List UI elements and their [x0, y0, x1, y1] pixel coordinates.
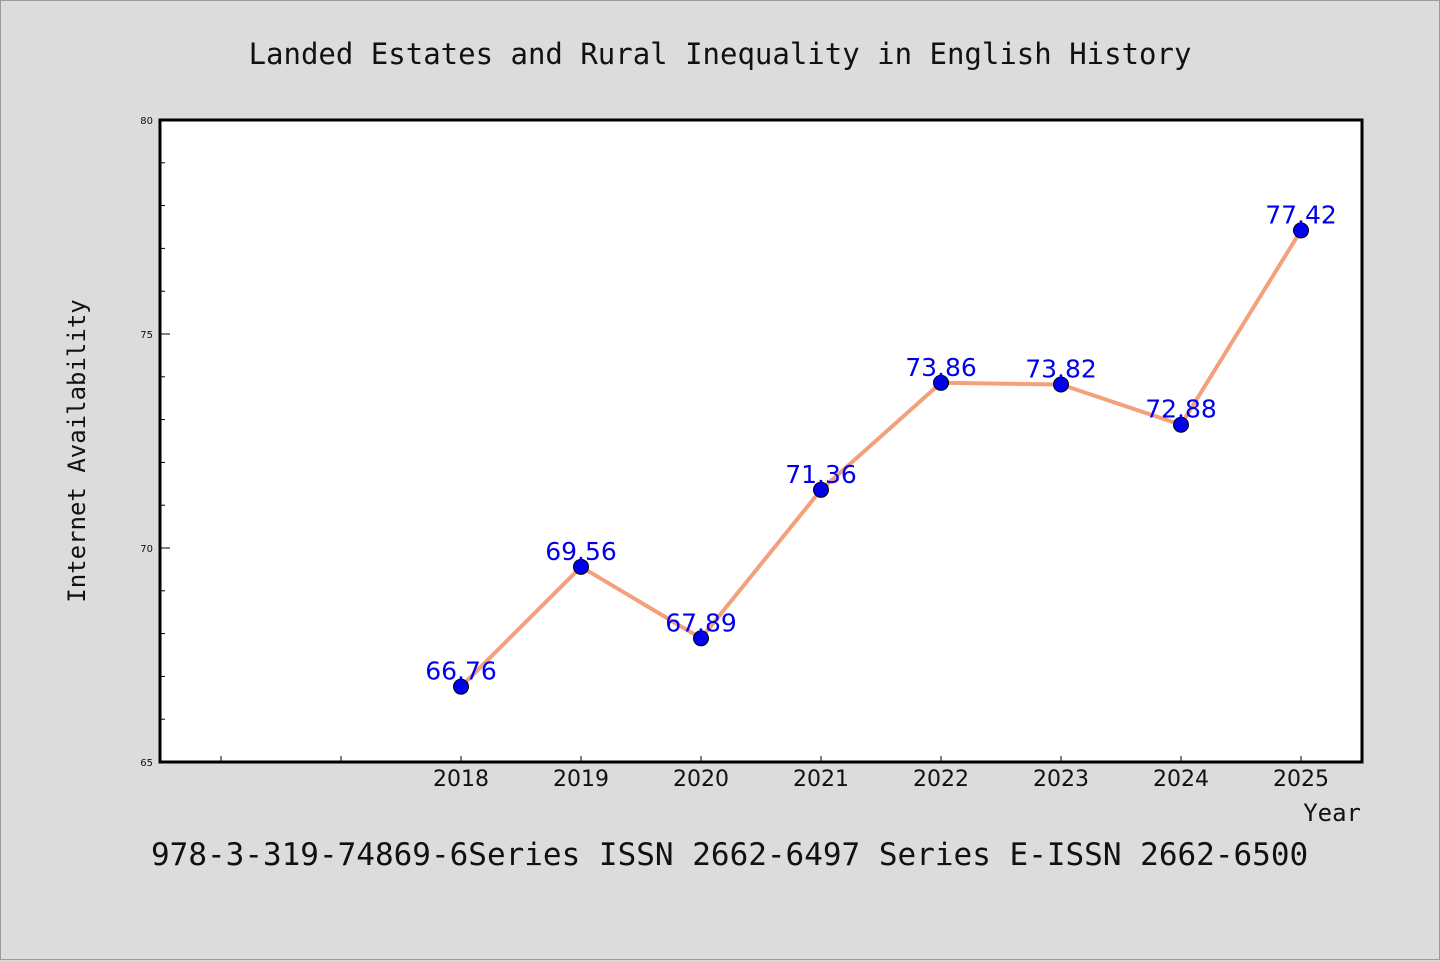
data-label: 73.86 — [905, 353, 977, 382]
data-label: 73.82 — [1025, 355, 1097, 384]
data-label: 66.76 — [425, 657, 497, 686]
x-tick-label: 2025 — [1273, 767, 1329, 792]
data-label: 71.36 — [785, 460, 857, 489]
y-tick-label: 65 — [140, 758, 153, 769]
chart-title: Landed Estates and Rural Inequality in E… — [249, 37, 1192, 71]
data-point-marker — [1293, 222, 1309, 239]
data-point-marker — [693, 630, 709, 647]
data-point-marker — [813, 481, 829, 498]
y-tick-label: 70 — [140, 544, 153, 555]
x-tick-label: 2019 — [553, 767, 609, 792]
series-line — [459, 228, 1303, 689]
y-axis-ticks: 65 70 75 80 — [140, 116, 170, 769]
data-label: 77.42 — [1265, 200, 1337, 229]
footer-isbn-text: 978-3-319-74869-6Series ISSN 2662-6497 S… — [151, 837, 1308, 873]
x-axis-label: Year — [1303, 799, 1361, 827]
data-label: 67.89 — [665, 608, 737, 637]
plot-area — [158, 118, 1364, 764]
x-tick-label: 2024 — [1153, 767, 1209, 792]
x-tick-label: 2018 — [433, 767, 489, 792]
data-point-marker — [453, 678, 469, 695]
y-tick-label: 80 — [140, 116, 153, 127]
x-tick-label: 2022 — [913, 767, 969, 792]
data-point-marker — [1053, 376, 1069, 393]
data-point-marker — [1173, 416, 1189, 433]
data-label: 69.56 — [545, 537, 617, 566]
data-point-marker — [933, 374, 949, 391]
y-tick-label: 75 — [140, 330, 153, 341]
data-point-marker — [573, 558, 589, 575]
x-tick-label: 2021 — [793, 767, 849, 792]
x-axis-ticks: 2018 2019 2020 2021 2022 2023 2024 2025 — [220, 756, 1329, 792]
x-tick-label: 2023 — [1033, 767, 1089, 792]
y-axis-label: Internet Availability — [63, 299, 91, 602]
series-layer: 66.76 69.56 67.89 71.36 73.86 73.82 72.88 77.42 — [425, 200, 1337, 695]
data-label: 72.88 — [1145, 395, 1217, 424]
x-tick-label: 2020 — [673, 767, 729, 792]
